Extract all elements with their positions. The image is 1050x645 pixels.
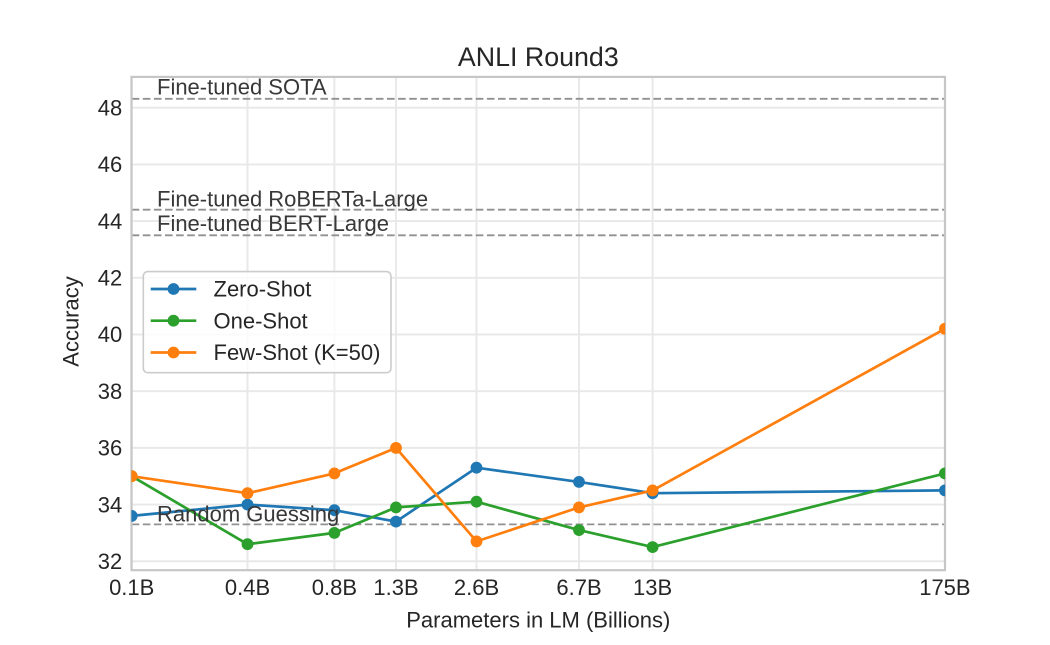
svg-text:42: 42 [98,266,122,291]
svg-text:6.7B: 6.7B [556,575,601,600]
svg-text:Fine-tuned SOTA: Fine-tuned SOTA [157,75,327,100]
svg-text:44: 44 [98,209,122,234]
svg-text:0.8B: 0.8B [312,575,357,600]
svg-text:0.1B: 0.1B [109,575,154,600]
svg-text:13B: 13B [633,575,672,600]
svg-text:2.6B: 2.6B [454,575,499,600]
svg-text:Zero-Shot: Zero-Shot [214,277,312,302]
svg-text:Random Guessing: Random Guessing [157,502,339,527]
svg-text:Accuracy: Accuracy [59,276,84,366]
svg-text:36: 36 [98,436,122,461]
svg-text:38: 38 [98,379,122,404]
svg-text:Few-Shot (K=50): Few-Shot (K=50) [214,340,381,365]
svg-text:0.4B: 0.4B [225,575,270,600]
svg-text:Parameters in LM (Billions): Parameters in LM (Billions) [406,608,670,633]
svg-text:One-Shot: One-Shot [214,308,308,333]
svg-text:40: 40 [98,322,122,347]
svg-text:Fine-tuned RoBERTa-Large: Fine-tuned RoBERTa-Large [157,187,428,212]
svg-text:Fine-tuned BERT-Large: Fine-tuned BERT-Large [157,211,389,236]
svg-text:ANLI Round3: ANLI Round3 [458,42,619,72]
svg-text:175B: 175B [919,575,970,600]
svg-text:32: 32 [98,549,122,574]
svg-text:34: 34 [98,492,122,517]
svg-text:46: 46 [98,152,122,177]
svg-text:48: 48 [98,95,122,120]
svg-text:1.3B: 1.3B [373,575,418,600]
